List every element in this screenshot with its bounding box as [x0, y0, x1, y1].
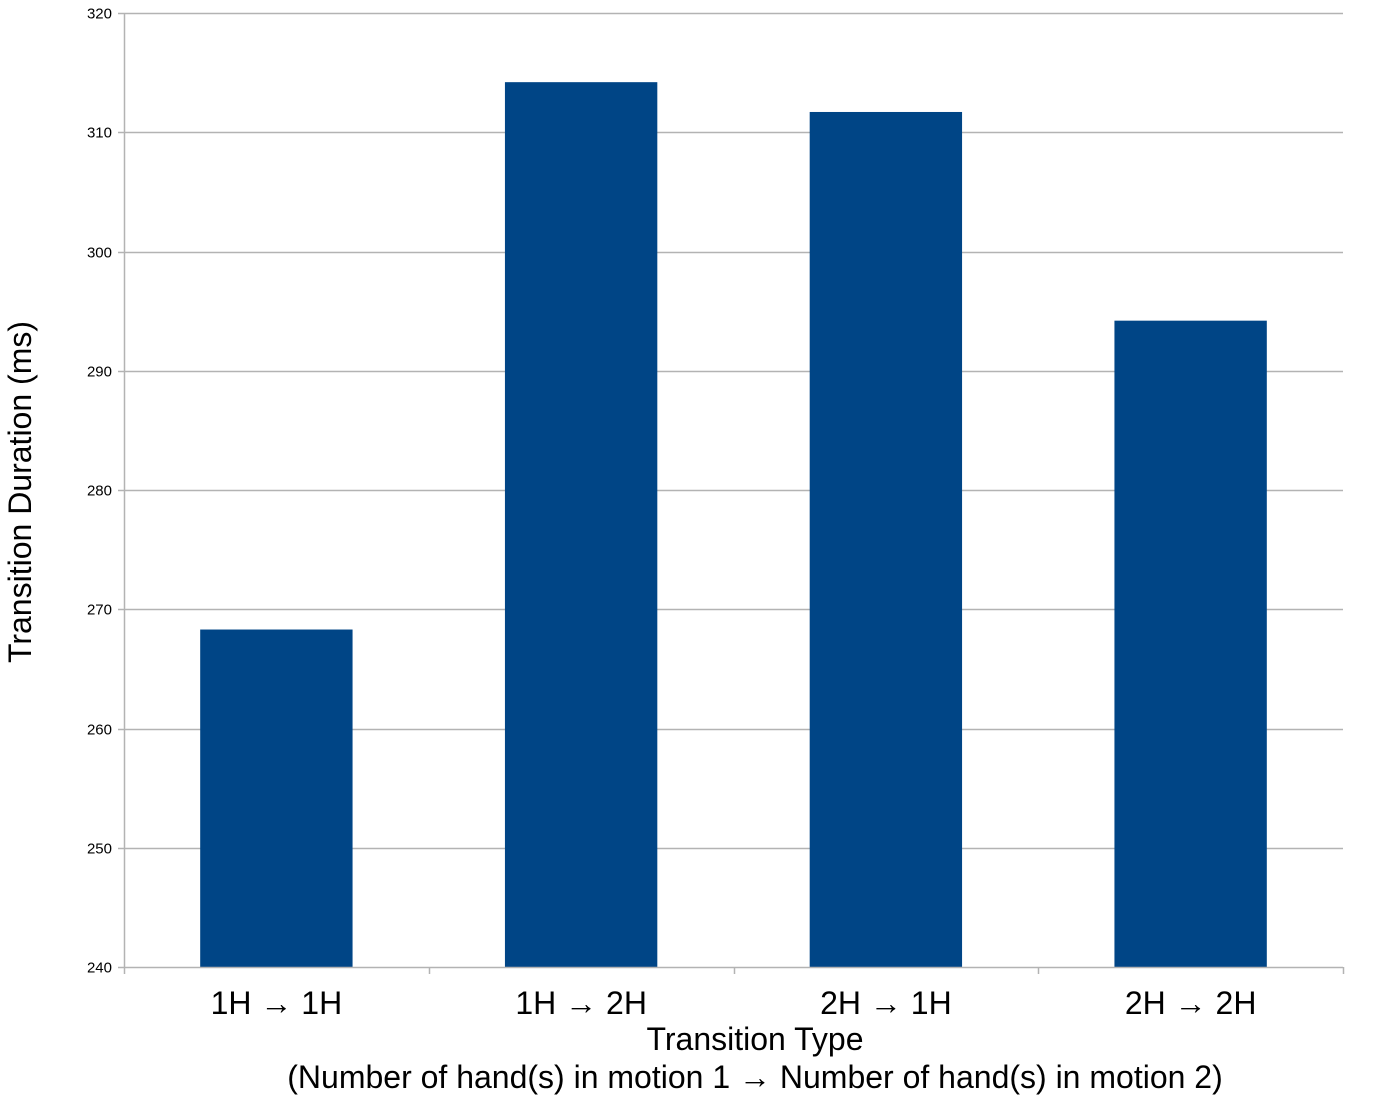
- y-tick-label: 270: [87, 602, 112, 619]
- bar: [1114, 320, 1267, 967]
- y-tick-label: 320: [87, 6, 112, 23]
- axes: [118, 12, 1345, 974]
- y-tick-label: 260: [87, 722, 112, 739]
- bar: [504, 82, 658, 968]
- x-tick-label: 1H → 2H: [515, 985, 647, 1021]
- tick-labels: 240 250 260 270 280 290 300 310 320 1H → 1H 1H → 2…: [87, 6, 1256, 1022]
- y-tick-label: 280: [87, 483, 112, 500]
- y-tick-label: 240: [87, 960, 112, 977]
- bar: [200, 629, 353, 967]
- y-tick-label: 250: [87, 841, 112, 858]
- bar: [809, 111, 963, 968]
- x-tick-label: 1H → 1H: [211, 985, 343, 1021]
- x-axis-subtitle: (Number of hand(s) in motion 1 → Number …: [287, 1059, 1223, 1095]
- x-tick-label: 2H → 2H: [1125, 985, 1257, 1021]
- y-tick-label: 310: [87, 125, 112, 142]
- bars: [200, 82, 1267, 968]
- x-tick-label: 2H → 1H: [820, 985, 952, 1021]
- y-axis-title: Transition Duration (ms): [2, 321, 38, 663]
- y-tick-label: 290: [87, 364, 112, 381]
- x-axis-title: Transition Type: [647, 1021, 864, 1057]
- y-tick-label: 300: [87, 245, 112, 262]
